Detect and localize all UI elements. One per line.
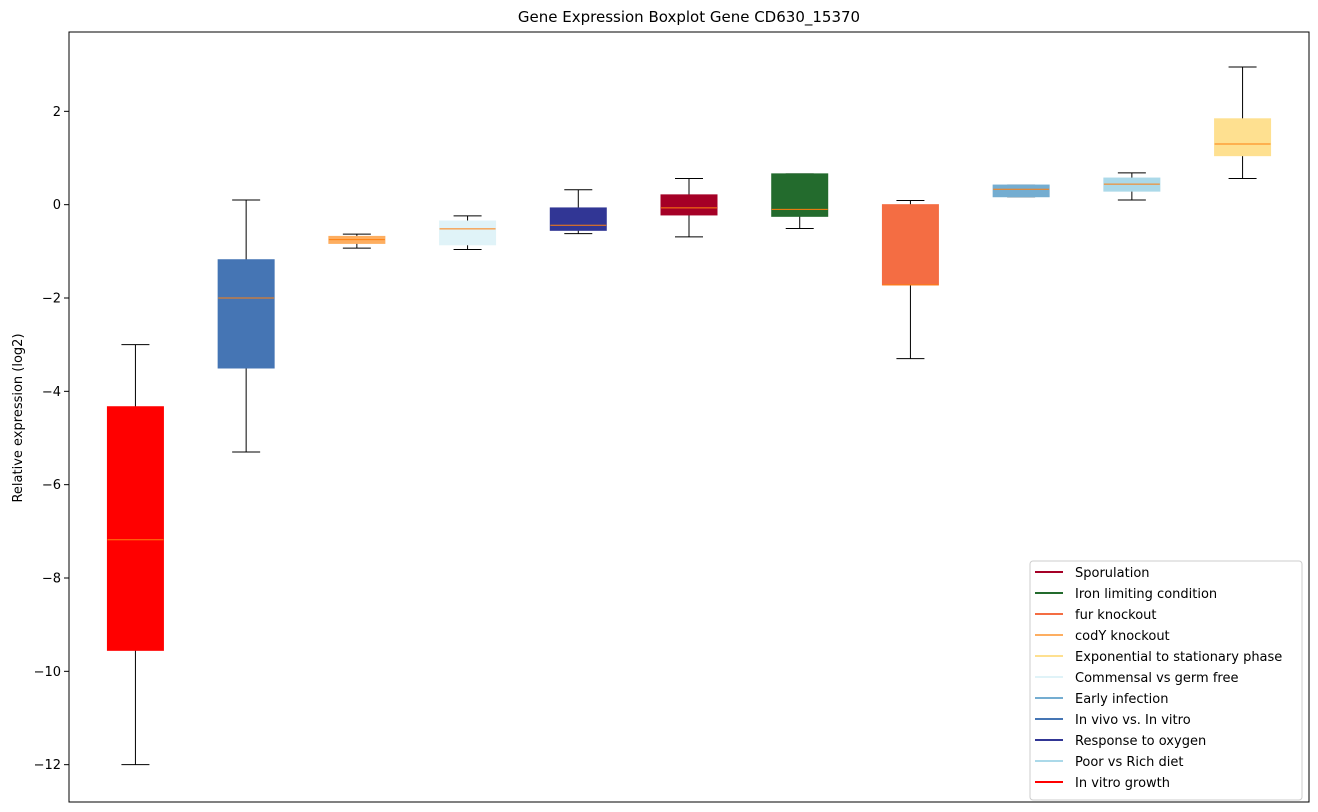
y-axis: 2 0 −2 −4 −6 −8 −10 −12 [34, 105, 69, 773]
box-group [549, 189, 607, 235]
legend-label: codY knockout [1075, 629, 1170, 644]
box [549, 207, 607, 231]
legend-label: fur knockout [1075, 608, 1157, 623]
legend-label: In vivo vs. In vitro [1075, 713, 1191, 728]
y-tick-label: −4 [42, 385, 61, 400]
box [1214, 118, 1272, 157]
box-group [1103, 172, 1161, 201]
box [992, 184, 1050, 198]
box-group [771, 173, 829, 229]
chart-title: Gene Expression Boxplot Gene CD630_15370 [518, 8, 860, 27]
legend-item: Poor vs Rich diet [1035, 755, 1183, 770]
box-group [217, 199, 275, 453]
y-axis-label: Relative expression (log2) [11, 333, 26, 502]
box-group [106, 344, 164, 766]
legend-label: In vitro growth [1075, 776, 1170, 791]
y-tick-label: −6 [42, 478, 61, 493]
box [660, 194, 718, 216]
legend-label: Sporulation [1075, 566, 1150, 581]
legend-item: fur knockout [1035, 608, 1157, 623]
y-tick-label: 0 [53, 198, 61, 213]
legend: Sporulation Iron limiting condition fur kn… [1029, 560, 1303, 801]
box [217, 259, 275, 369]
y-tick-label: −10 [34, 665, 61, 680]
box-group [1214, 66, 1272, 180]
box [106, 406, 164, 651]
box [881, 204, 939, 286]
legend-label: Response to oxygen [1075, 734, 1206, 749]
box-group [881, 199, 939, 360]
y-tick-label: −8 [42, 572, 61, 587]
legend-item: Iron limiting condition [1035, 587, 1217, 602]
y-tick-label: 2 [53, 105, 61, 120]
box-group [660, 178, 718, 238]
legend-item: Commensal vs germ free [1035, 671, 1238, 686]
legend-frame [1029, 560, 1303, 801]
legend-item: Response to oxygen [1035, 734, 1206, 749]
box-group [439, 215, 497, 250]
y-tick-label: −12 [34, 758, 61, 773]
legend-item: Exponential to stationary phase [1035, 650, 1282, 665]
legend-label: Commensal vs germ free [1075, 671, 1238, 686]
legend-item: In vitro growth [1035, 776, 1170, 791]
legend-item: codY knockout [1035, 629, 1170, 644]
legend-item: Early infection [1035, 692, 1168, 707]
plot-frame [68, 31, 1310, 803]
box-group [992, 184, 1050, 198]
plot-area [106, 66, 1272, 766]
legend-label: Poor vs Rich diet [1075, 755, 1183, 770]
legend-label: Iron limiting condition [1075, 587, 1217, 602]
y-tick-label: −2 [42, 292, 61, 307]
legend-item: In vivo vs. In vitro [1035, 713, 1191, 728]
legend-label: Exponential to stationary phase [1075, 650, 1282, 665]
legend-item: Sporulation [1035, 566, 1150, 581]
box-group [328, 233, 386, 249]
box [439, 220, 497, 246]
box [771, 173, 829, 217]
legend-label: Early infection [1075, 692, 1168, 707]
